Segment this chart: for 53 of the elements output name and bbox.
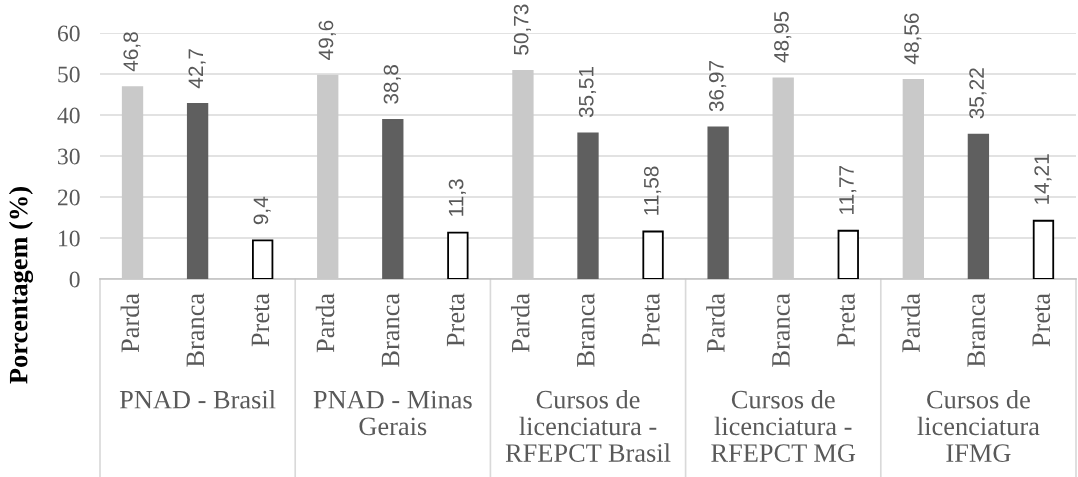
x-tick-label: Parda (120, 293, 140, 353)
data-label: 11,58 (643, 166, 662, 215)
y-axis-title: Porcentagem (%) (8, 187, 34, 384)
y-tick-label: 40 (57, 107, 80, 124)
x-tick-label: Preta (446, 293, 465, 347)
bar (642, 230, 664, 279)
x-tick-label: Preta (642, 293, 660, 347)
bar (252, 239, 274, 279)
data-label: 36,97 (708, 61, 727, 112)
data-label: 35,22 (969, 68, 987, 119)
x-tick-label: Branca (186, 293, 205, 367)
x-tick-label: Branca (381, 293, 400, 367)
y-tick-label: 50 (58, 66, 80, 83)
y-tick-label: 30 (58, 148, 80, 165)
data-label: 14,21 (1034, 154, 1052, 204)
y-tick-label: 10 (59, 230, 80, 247)
data-label: 42,7 (188, 49, 206, 89)
x-tick-label: Branca (577, 293, 595, 367)
bar (837, 229, 859, 279)
bar (447, 231, 469, 279)
data-label: 9,4 (253, 196, 271, 225)
bar (382, 119, 404, 279)
x-tick-label: Parda (510, 293, 530, 353)
x-tick-label: Parda (901, 293, 920, 353)
x-tick-label: Branca (772, 293, 790, 367)
data-label: 48,56 (904, 13, 922, 65)
data-label: 38,8 (383, 65, 401, 104)
data-label: 46,8 (123, 32, 141, 72)
data-label: 35,51 (578, 67, 597, 118)
x-tick-label: Preta (1032, 293, 1051, 347)
text: PNAD - Minas Gerais (313, 390, 472, 436)
x-tick-label: Parda (315, 293, 335, 353)
bar (707, 126, 729, 279)
text: Cursos de licenciatura - RFEPCT Brasil (505, 390, 671, 462)
bar (186, 103, 209, 279)
x-tick-label: Parda (706, 293, 725, 353)
data-label: 49,6 (318, 20, 336, 60)
data-label: 11,3 (448, 179, 466, 216)
data-label: 50,73 (513, 4, 531, 55)
bar (967, 133, 990, 279)
data-label: 11,77 (839, 165, 857, 214)
data-label: 48,95 (774, 11, 792, 63)
text: Cursos de licenciatura - RFEPCT MG (711, 390, 856, 462)
x-tick-label: Preta (251, 293, 270, 347)
x-tick-label: Branca (967, 293, 986, 367)
x-tick-label: Preta (837, 293, 855, 347)
y-tick-label: 20 (57, 189, 80, 206)
y-tick-label: 0 (69, 271, 80, 288)
text: Cursos de licenciatura IFMG (917, 390, 1040, 462)
bar (577, 132, 599, 279)
bar (1032, 219, 1055, 279)
y-tick-label: 60 (57, 25, 80, 42)
text: PNAD - Brasil (119, 390, 276, 409)
